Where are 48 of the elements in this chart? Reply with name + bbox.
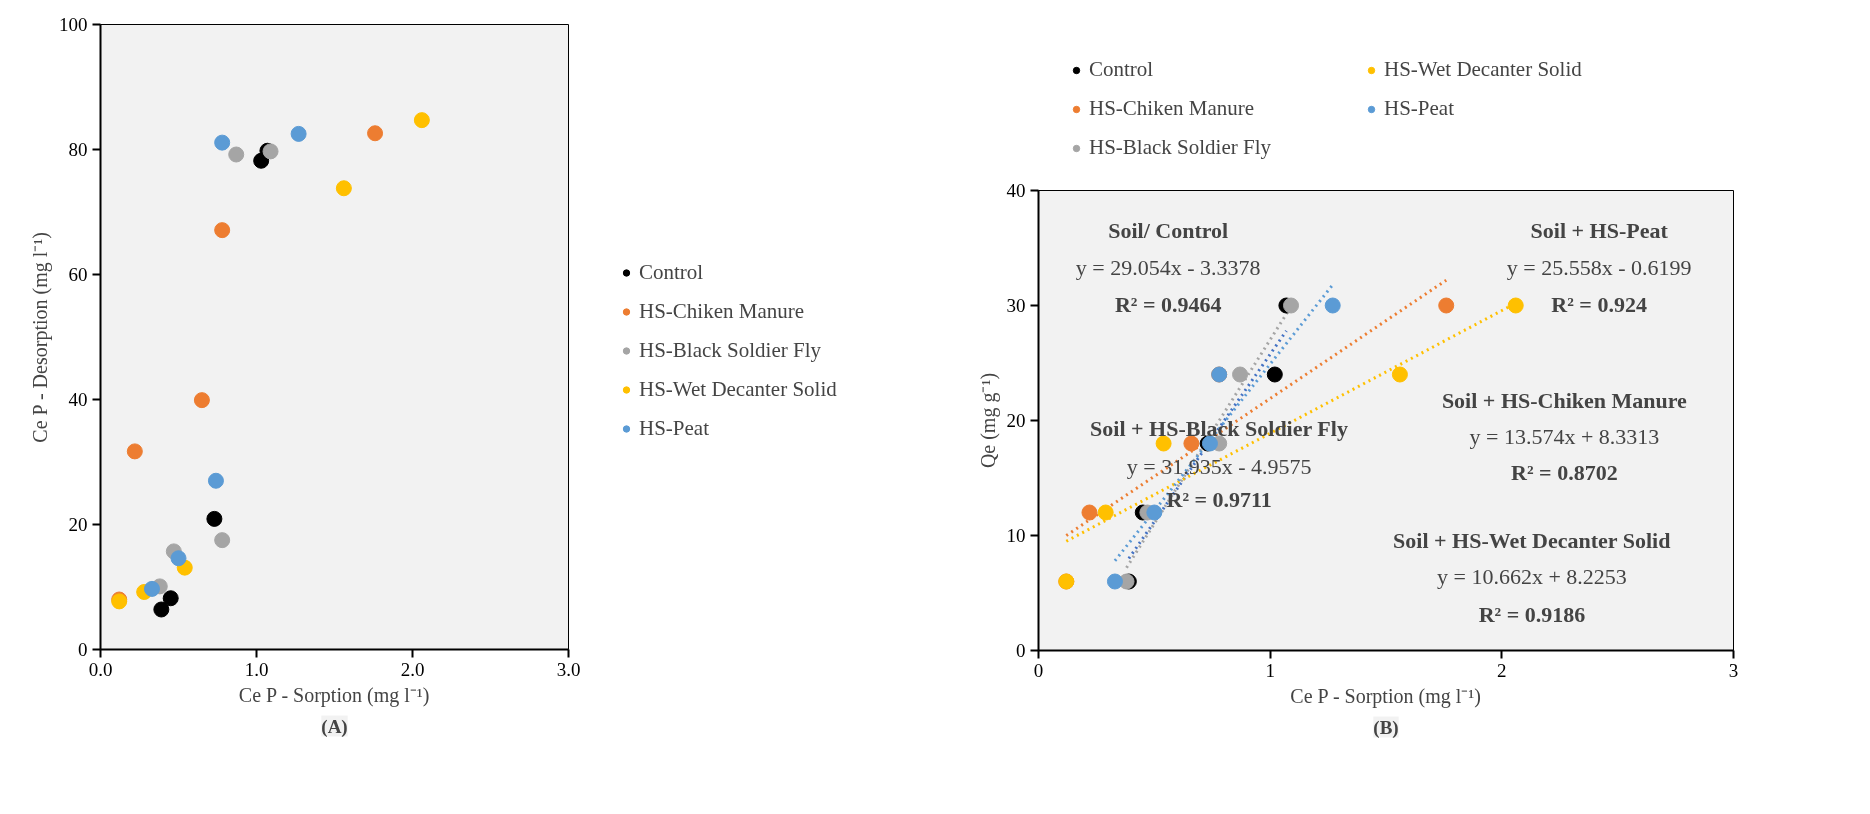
legend-label: HS-Chiken Manure — [1089, 96, 1256, 121]
annotation: R² = 0.9464 — [1114, 291, 1222, 317]
text: (B) — [1373, 716, 1399, 739]
legend-label: HS-Black Soldier Fly — [639, 337, 821, 363]
annotation: y = 29.054x - 3.3378 — [1075, 255, 1261, 281]
annotation: Soil + HS-Wet Decanter Solid — [1393, 527, 1671, 553]
annotation: y = 10.662x + 8.2253 — [1437, 564, 1627, 590]
legend-label: HS-Wet Decanter Solid — [1384, 57, 1583, 82]
x-tick-label: 2 — [1497, 659, 1507, 681]
y-tick-label: 10 — [1006, 525, 1026, 546]
y-axis-title: Ce P - Desorption (mg l⁻¹) — [29, 232, 52, 443]
x-tick-label: 2.0 — [400, 658, 425, 680]
y-tick-label: 0 — [78, 639, 88, 660]
annotation: y = 13.574x + 8.3313 — [1469, 424, 1660, 450]
annotation: Soil + HS-Peat — [1530, 218, 1669, 244]
x-tick-label: 3 — [1728, 659, 1739, 681]
y-tick-label: 80 — [68, 139, 88, 160]
annotation: y = 25.558x - 0.6199 — [1506, 255, 1692, 281]
y-tick-label: 20 — [68, 514, 88, 535]
legend-label: HS-Peat — [639, 415, 709, 441]
annotation: R² = 0.9186 — [1478, 602, 1586, 628]
y-axis-title: Qe (mg g⁻¹) — [976, 372, 1000, 469]
y-tick-label: 100 — [59, 14, 88, 35]
annotation: R² = 0.8702 — [1511, 459, 1618, 485]
x-axis-title: Ce P - Sorption (mg l⁻¹) — [238, 683, 430, 707]
annotation: Soil/ Control — [1108, 218, 1229, 244]
y-tick-label: 40 — [68, 389, 88, 410]
legend-label: HS-Black Soldier Fly — [1089, 135, 1272, 160]
annotation: R² = 0.9711 — [1166, 487, 1272, 513]
legend-label: Control — [639, 259, 704, 285]
y-tick-label: 20 — [1006, 410, 1026, 431]
legend-label: HS-Peat — [1384, 96, 1455, 121]
legend-label: Control — [1089, 57, 1155, 82]
x-tick-label: 1.0 — [244, 658, 269, 680]
x-tick-label: 3.0 — [556, 658, 581, 680]
y-tick-label: 60 — [68, 264, 88, 285]
annotation: Soil + HS-Chiken Manure — [1441, 388, 1688, 414]
x-tick-label: 0 — [1033, 659, 1044, 681]
y-tick-label: 40 — [1006, 180, 1026, 201]
x-tick-label: 0.0 — [88, 658, 113, 680]
legend-label: HS-Chiken Manure — [639, 298, 805, 324]
x-axis-title: Ce P - Sorption (mg l⁻¹) — [1290, 684, 1481, 708]
y-tick-label: 0 — [1016, 640, 1026, 661]
x-tick-label: 1 — [1265, 659, 1275, 681]
legend-label: HS-Wet Decanter Solid — [639, 376, 837, 402]
text: (A) — [321, 715, 348, 738]
annotation: R² = 0.924 — [1551, 291, 1647, 317]
y-tick-label: 30 — [1006, 295, 1026, 316]
